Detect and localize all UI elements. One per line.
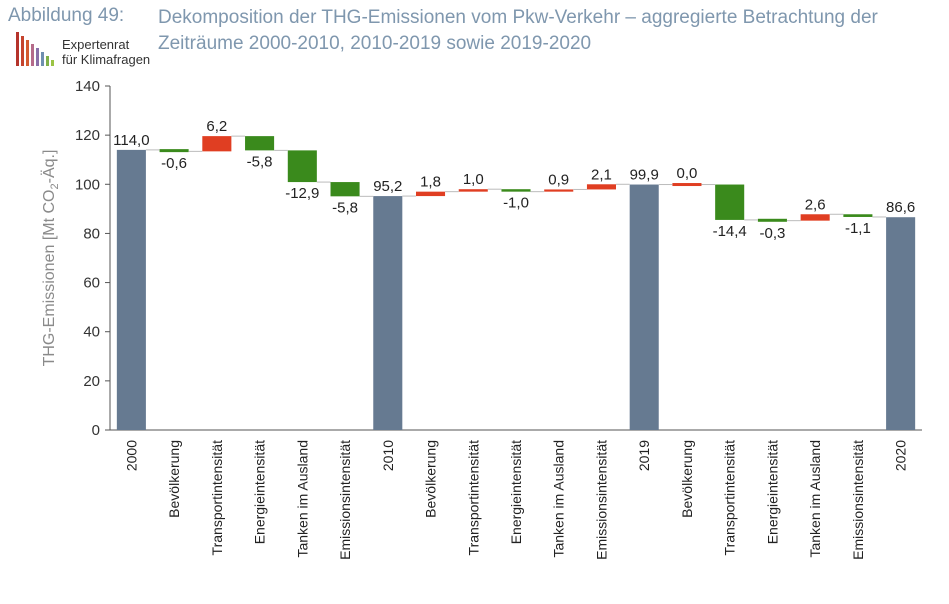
bar-delta	[245, 136, 275, 151]
y-axis-label-end: -Äq.]	[40, 150, 58, 184]
category-label: Energieintensität	[764, 440, 780, 544]
data-label: -12,9	[285, 185, 319, 202]
logo-bar	[16, 32, 19, 66]
data-label: -1,1	[845, 220, 871, 237]
bar-delta	[330, 182, 360, 197]
data-label: -1,0	[503, 195, 529, 212]
logo-bar	[51, 60, 54, 66]
logo-bar	[21, 36, 24, 66]
category-label: 2010	[380, 440, 396, 471]
data-label: 86,6	[886, 199, 915, 216]
logo-bar	[26, 40, 29, 66]
bar-delta	[672, 183, 702, 187]
category-label: Bevölkerung	[166, 440, 182, 518]
logo-line2: für Klimafragen	[62, 52, 151, 67]
logo-line1: Expertenrat	[62, 37, 130, 52]
bar-delta	[586, 184, 617, 190]
bar-total	[116, 149, 146, 430]
category-label: Energieintensität	[252, 440, 268, 544]
bar-delta	[544, 189, 574, 192]
figure-label: Abbildung 49:	[8, 5, 125, 26]
bar-delta	[501, 189, 531, 192]
data-label: 95,2	[373, 178, 402, 195]
bar-total	[886, 217, 916, 430]
bar-total	[629, 184, 659, 430]
data-label: 1,0	[463, 171, 484, 188]
category-label: Emissionsintensität	[850, 440, 866, 560]
logo-bar	[46, 56, 49, 66]
category-label: 2000	[123, 440, 139, 471]
data-label: 2,1	[591, 166, 612, 183]
bar-delta	[757, 218, 787, 222]
y-tick-label: 60	[83, 275, 100, 292]
data-label: 99,9	[630, 167, 659, 184]
y-tick-label: 100	[75, 176, 100, 193]
chart-title: Dekomposition der THG-Emissionen vom Pkw…	[158, 7, 878, 54]
bar-delta	[715, 184, 745, 220]
y-tick-label: 120	[75, 127, 100, 144]
y-axis-label-main: THG-Emissionen [Mt CO	[41, 190, 58, 367]
category-label: Transportintensität	[722, 440, 738, 556]
y-tick-label: 20	[83, 373, 100, 390]
data-label: 6,2	[206, 118, 227, 135]
bar-delta	[159, 149, 189, 153]
expertenrat-logo: Expertenrat für Klimafragen	[16, 30, 156, 70]
y-axis-label-subscript: 2	[49, 183, 61, 189]
category-label: Bevölkerung	[679, 440, 695, 518]
bar-total	[373, 196, 403, 430]
data-label: -5,8	[332, 199, 358, 216]
category-label: Tanken im Ausland	[294, 440, 310, 558]
category-label: Energieintensität	[508, 440, 524, 544]
data-label: 114,0	[113, 132, 149, 149]
logo-bar	[41, 52, 44, 66]
data-label: 0,0	[677, 165, 698, 182]
data-label: -5,8	[247, 153, 273, 170]
bar-delta	[458, 189, 488, 192]
logo-bar	[31, 44, 34, 66]
logo-text: Expertenrat für Klimafragen	[62, 37, 150, 67]
category-label: Transportintensität	[209, 440, 225, 556]
y-axis-label: THG-Emissionen [Mt CO2-Äq.]	[40, 150, 61, 367]
logo-bars-icon	[16, 32, 54, 66]
data-label: 2,6	[805, 196, 826, 213]
bar-delta	[202, 136, 232, 152]
logo-bar	[36, 48, 39, 66]
bar-delta	[843, 214, 873, 217]
data-label: -14,4	[713, 223, 747, 240]
category-label: 2019	[636, 440, 652, 471]
y-tick-label: 40	[83, 324, 100, 341]
category-label: Bevölkerung	[423, 440, 439, 518]
category-label: Emissionsintensität	[593, 440, 609, 560]
category-label: Tanken im Ausland	[551, 440, 567, 558]
category-label: Emissionsintensität	[337, 440, 353, 560]
y-tick-label: 0	[92, 422, 100, 439]
data-label: -0,3	[759, 225, 785, 242]
data-label: 0,9	[548, 171, 569, 188]
y-tick-label: 140	[75, 78, 100, 95]
bar-delta	[415, 191, 446, 197]
y-tick-label: 80	[83, 225, 100, 242]
category-label: 2020	[893, 440, 909, 471]
data-label: 1,8	[420, 174, 441, 191]
data-label: -0,6	[161, 155, 187, 172]
category-label: Tanken im Ausland	[807, 440, 823, 558]
bar-delta	[287, 150, 317, 183]
bar-delta	[800, 214, 830, 221]
category-label: Transportintensität	[465, 440, 481, 556]
